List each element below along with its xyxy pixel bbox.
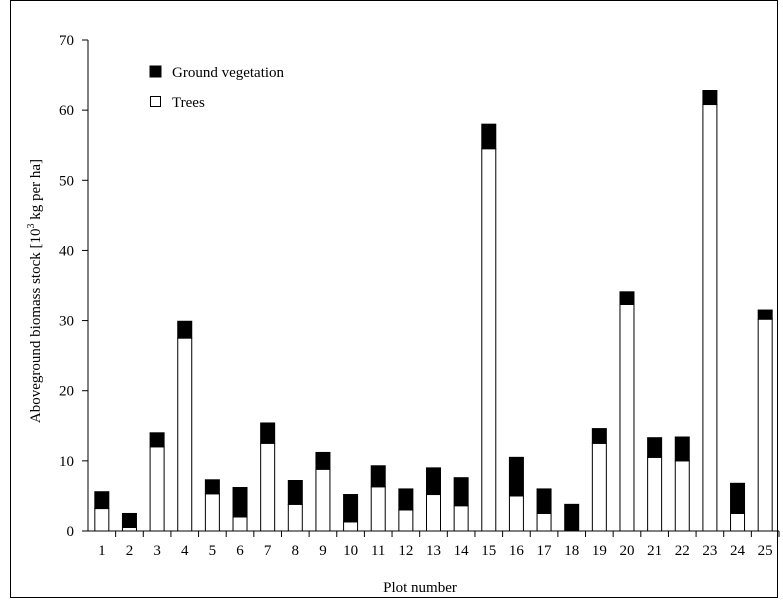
bar-trees-plot-4 — [177, 337, 193, 532]
x-tick-label: 5 — [209, 543, 217, 559]
x-tick-label: 4 — [181, 543, 189, 559]
x-tick-label: 14 — [454, 543, 470, 559]
bar-trees-plot-9 — [315, 468, 331, 532]
bar-trees-plot-14 — [453, 505, 469, 532]
x-tick-label: 6 — [236, 543, 244, 559]
legend-swatch-trees — [150, 96, 161, 107]
bar-trees-plot-16 — [508, 495, 524, 532]
x-tick-label: 3 — [153, 543, 161, 559]
bar-ground-vegetation-plot-15 — [481, 123, 497, 150]
bar-trees-plot-6 — [232, 516, 248, 532]
bar-trees-plot-13 — [426, 494, 441, 532]
bar-ground-vegetation-plot-7 — [260, 422, 276, 444]
bar-ground-vegetation-plot-25 — [757, 309, 773, 320]
bar-ground-vegetation-plot-3 — [149, 432, 165, 448]
bar-ground-vegetation-plot-8 — [287, 479, 303, 505]
x-tick-label: 1 — [98, 543, 106, 559]
x-tick-label: 17 — [537, 543, 553, 559]
bar-ground-vegetation-plot-5 — [204, 479, 220, 495]
x-tick-label: 15 — [481, 543, 496, 559]
bar-ground-vegetation-plot-12 — [398, 488, 414, 511]
bar-ground-vegetation-plot-6 — [232, 487, 248, 518]
bar-ground-vegetation-plot-19 — [591, 428, 607, 444]
bar-ground-vegetation-plot-21 — [647, 437, 663, 458]
x-tick-label: 13 — [426, 543, 441, 559]
bar-ground-vegetation-plot-18 — [564, 503, 580, 532]
bar-ground-vegetation-plot-9 — [315, 451, 331, 470]
y-tick-label: 70 — [59, 33, 74, 49]
bar-ground-vegetation-plot-17 — [536, 488, 552, 514]
bars-group — [94, 90, 773, 532]
legend-label-ground-vegetation: Ground vegetation — [172, 65, 285, 81]
bar-trees-plot-23 — [702, 104, 718, 532]
x-tick-label: 8 — [292, 543, 300, 559]
x-tick-label: 2 — [126, 543, 134, 559]
bar-ground-vegetation-plot-14 — [453, 477, 469, 507]
x-tick-label: 12 — [398, 543, 413, 559]
legend: Ground vegetation Trees — [149, 65, 285, 111]
bar-ground-vegetation-plot-10 — [343, 494, 359, 523]
y-tick-label: 10 — [59, 454, 74, 470]
bar-ground-vegetation-plot-2 — [121, 512, 137, 528]
bar-trees-plot-19 — [591, 442, 607, 532]
bar-trees-plot-10 — [343, 521, 359, 532]
bar-trees-plot-15 — [481, 148, 497, 532]
bar-trees-plot-5 — [204, 493, 220, 532]
bar-ground-vegetation-plot-1 — [94, 491, 110, 510]
bar-trees-plot-24 — [730, 512, 746, 532]
x-tick-label: 10 — [343, 543, 358, 559]
bar-trees-plot-11 — [370, 486, 386, 532]
bar-trees-plot-8 — [287, 503, 303, 532]
bar-ground-vegetation-plot-20 — [619, 291, 635, 305]
bar-trees-plot-3 — [149, 446, 165, 532]
x-tick-label: 20 — [619, 543, 634, 559]
y-tick-label: 40 — [59, 243, 74, 259]
bar-trees-plot-7 — [260, 442, 276, 532]
bar-trees-plot-2 — [121, 526, 137, 532]
bar-ground-vegetation-plot-24 — [730, 482, 746, 514]
x-tick-label: 22 — [675, 543, 690, 559]
x-tick-label: 9 — [319, 543, 327, 559]
bar-ground-vegetation-plot-13 — [426, 467, 441, 496]
x-tick-label: 19 — [592, 543, 607, 559]
bar-ground-vegetation-plot-11 — [370, 465, 386, 488]
bar-trees-plot-25 — [757, 318, 773, 532]
chart-frame — [10, 0, 778, 598]
y-tick-label: 0 — [67, 524, 75, 540]
x-tick-label: 7 — [264, 543, 272, 559]
x-tick-label: 16 — [509, 543, 525, 559]
bar-trees-plot-20 — [619, 303, 635, 532]
x-tick-label: 18 — [564, 543, 579, 559]
bar-ground-vegetation-plot-4 — [177, 320, 193, 339]
bar-trees-plot-1 — [94, 508, 110, 532]
x-tick-label: 11 — [371, 543, 385, 559]
x-axis-title: Plot number — [383, 580, 457, 596]
bar-ground-vegetation-plot-22 — [674, 436, 690, 462]
x-tick-label: 23 — [702, 543, 717, 559]
y-axis-title: Aboveground biomass stock [103 kg per ha… — [26, 159, 44, 423]
y-tick-label: 30 — [59, 314, 74, 330]
bar-ground-vegetation-plot-16 — [508, 456, 524, 497]
bar-ground-vegetation-plot-23 — [702, 90, 718, 106]
legend-swatch-ground-vegetation — [149, 65, 162, 78]
y-tick-label: 20 — [59, 384, 74, 400]
bar-trees-plot-22 — [674, 460, 690, 532]
bar-trees-plot-17 — [536, 512, 552, 532]
bar-trees-plot-21 — [647, 456, 663, 532]
legend-label-trees: Trees — [172, 95, 205, 111]
x-tick-label: 25 — [758, 543, 773, 559]
y-tick-label: 50 — [59, 173, 74, 189]
x-tick-label: 21 — [647, 543, 662, 559]
bar-trees-plot-12 — [398, 509, 414, 532]
y-tick-label: 60 — [59, 103, 74, 119]
x-tick-label: 24 — [730, 543, 746, 559]
